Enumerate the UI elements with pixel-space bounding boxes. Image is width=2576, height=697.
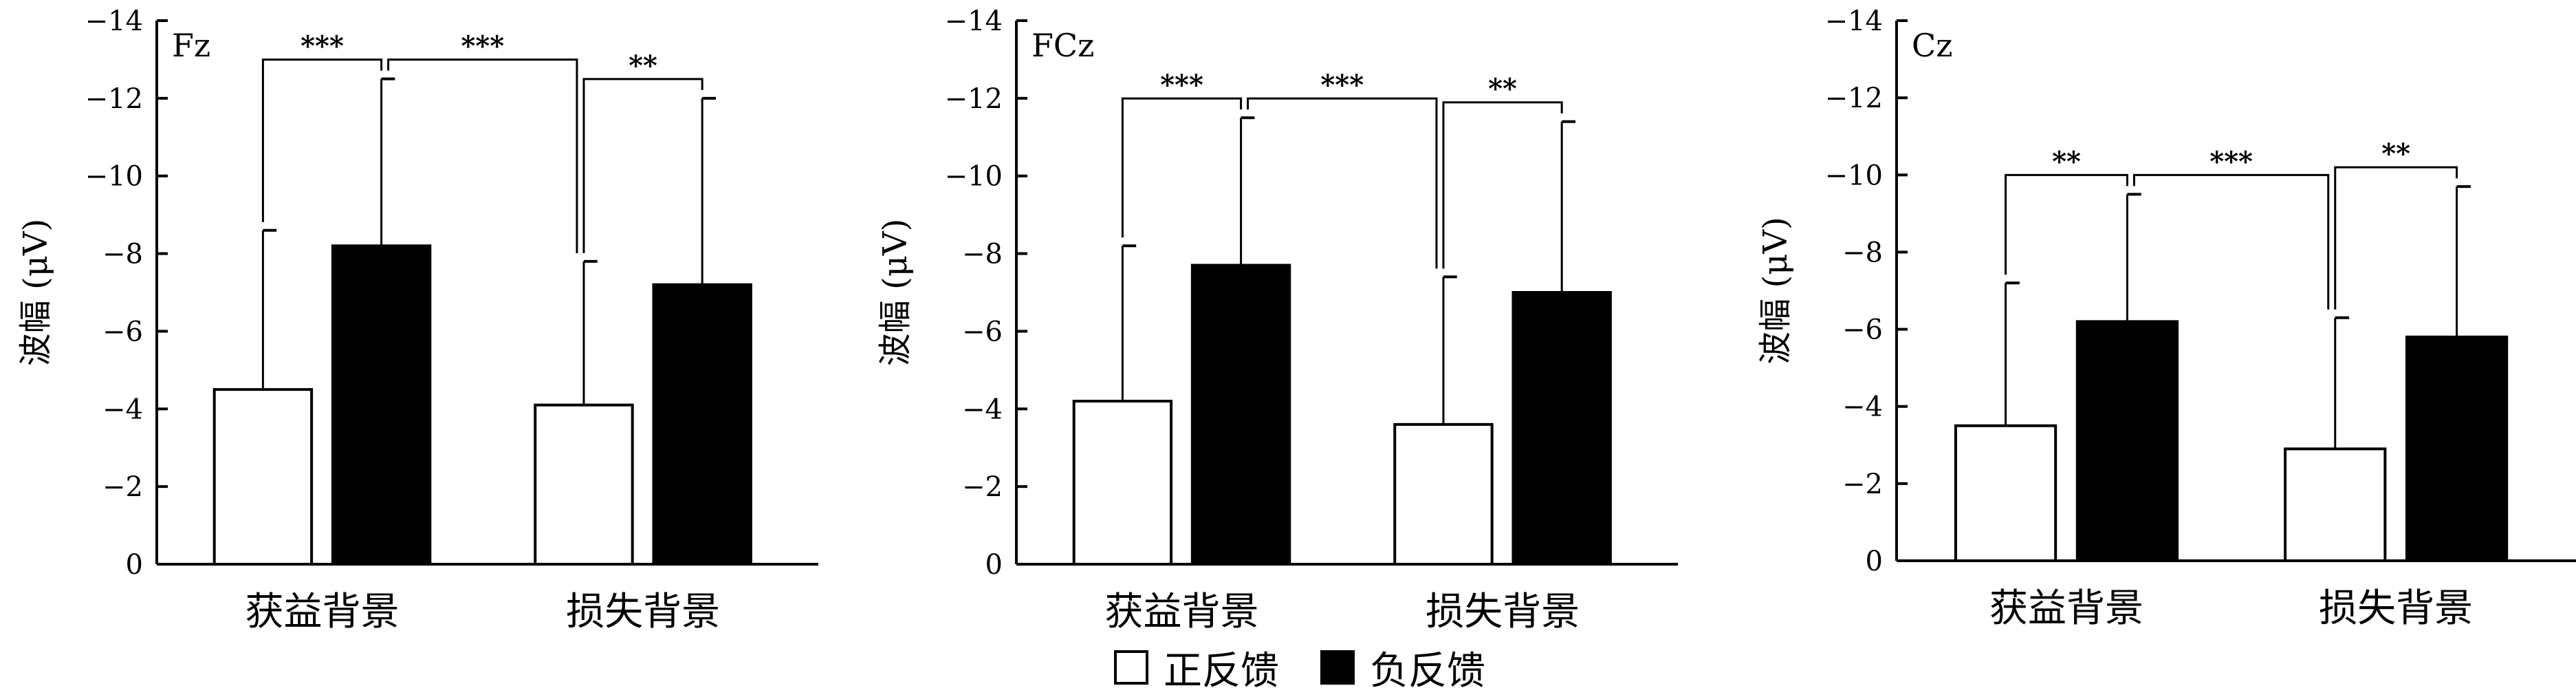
significance-label: *** bbox=[2209, 145, 2253, 178]
y-tick-label: −2 bbox=[962, 471, 1003, 503]
bar bbox=[1072, 400, 1173, 566]
y-tick-label: −14 bbox=[945, 6, 1003, 37]
x-category-label: 获益背景 bbox=[1989, 586, 2143, 631]
significance-bracket bbox=[2005, 173, 2128, 275]
y-tick-label: 0 bbox=[985, 549, 1003, 581]
significance-label: *** bbox=[461, 30, 504, 63]
y-tick-label: −6 bbox=[962, 316, 1003, 347]
significance-bracket bbox=[387, 58, 578, 253]
panel-title: FCz bbox=[1032, 27, 1094, 64]
y-tick-label: −6 bbox=[1842, 314, 1883, 346]
bar bbox=[2405, 335, 2509, 562]
panel-title: Fz bbox=[172, 27, 210, 64]
significance-label: ** bbox=[2052, 145, 2081, 178]
legend-item-positive-feedback: 正反馈 bbox=[1114, 640, 1279, 696]
significance-bracket bbox=[2132, 173, 2330, 310]
legend-label: 负反馈 bbox=[1370, 648, 1485, 694]
x-category-label: 损失背景 bbox=[1426, 590, 1580, 634]
y-tick-label: −12 bbox=[945, 83, 1003, 115]
bar bbox=[534, 403, 634, 566]
bar bbox=[652, 283, 752, 566]
y-axis-label: 波幅 (μV) bbox=[1756, 217, 1795, 365]
y-tick-label: −4 bbox=[1842, 392, 1883, 423]
y-tick-label: −2 bbox=[1842, 469, 1883, 500]
legend-swatch-white bbox=[1114, 650, 1148, 685]
y-axis-label: 波幅 (μV) bbox=[17, 219, 55, 367]
y-tick-label: −4 bbox=[962, 394, 1003, 425]
legend-item-negative-feedback: 负反馈 bbox=[1320, 640, 1485, 696]
bar bbox=[1190, 264, 1291, 566]
x-category-label: 获益背景 bbox=[1105, 590, 1259, 634]
significance-bracket bbox=[1121, 97, 1243, 238]
bar bbox=[331, 244, 432, 566]
x-category-label: 获益背景 bbox=[245, 590, 400, 634]
significance-bracket bbox=[1442, 101, 1563, 269]
significance-bracket bbox=[2334, 166, 2458, 310]
y-tick-label: −6 bbox=[102, 316, 143, 347]
bar bbox=[1393, 422, 1494, 566]
significance-label: ** bbox=[2381, 138, 2410, 170]
significance-label: *** bbox=[1320, 69, 1364, 101]
significance-label: ** bbox=[629, 50, 657, 82]
y-axis-label: 波幅 (μV) bbox=[876, 219, 915, 367]
y-tick-label: −10 bbox=[85, 161, 143, 193]
legend: 正反馈 负反馈 bbox=[1114, 643, 1485, 694]
bar bbox=[1511, 291, 1612, 566]
y-tick-label: −8 bbox=[962, 239, 1003, 270]
y-tick-label: −4 bbox=[102, 394, 143, 425]
y-tick-label: 0 bbox=[126, 549, 143, 581]
bar bbox=[212, 388, 314, 566]
significance-label: ** bbox=[1488, 73, 1517, 105]
y-tick-label: −8 bbox=[1842, 237, 1883, 268]
bar bbox=[2075, 320, 2179, 562]
y-tick-label: −12 bbox=[1825, 83, 1883, 114]
legend-swatch-black bbox=[1320, 650, 1355, 685]
x-category-label: 损失背景 bbox=[566, 590, 720, 634]
y-tick-label: −2 bbox=[102, 471, 143, 503]
x-category-label: 损失背景 bbox=[2319, 586, 2473, 631]
significance-bracket bbox=[582, 78, 703, 253]
significance-label: *** bbox=[1160, 69, 1203, 101]
legend-label: 正反馈 bbox=[1164, 648, 1279, 694]
panel-title: Cz bbox=[1912, 27, 1952, 64]
y-tick-label: −14 bbox=[1825, 6, 1883, 37]
y-tick-label: −12 bbox=[85, 83, 143, 115]
y-tick-label: −8 bbox=[102, 239, 143, 270]
y-tick-label: −10 bbox=[1825, 160, 1883, 191]
y-tick-label: 0 bbox=[1866, 546, 1883, 577]
bar bbox=[1954, 424, 2057, 562]
significance-bracket bbox=[261, 58, 383, 222]
y-tick-label: −10 bbox=[945, 161, 1003, 193]
bar bbox=[2284, 447, 2387, 563]
y-tick-label: −14 bbox=[85, 6, 143, 37]
significance-label: *** bbox=[301, 30, 344, 63]
significance-bracket bbox=[1247, 97, 1438, 269]
